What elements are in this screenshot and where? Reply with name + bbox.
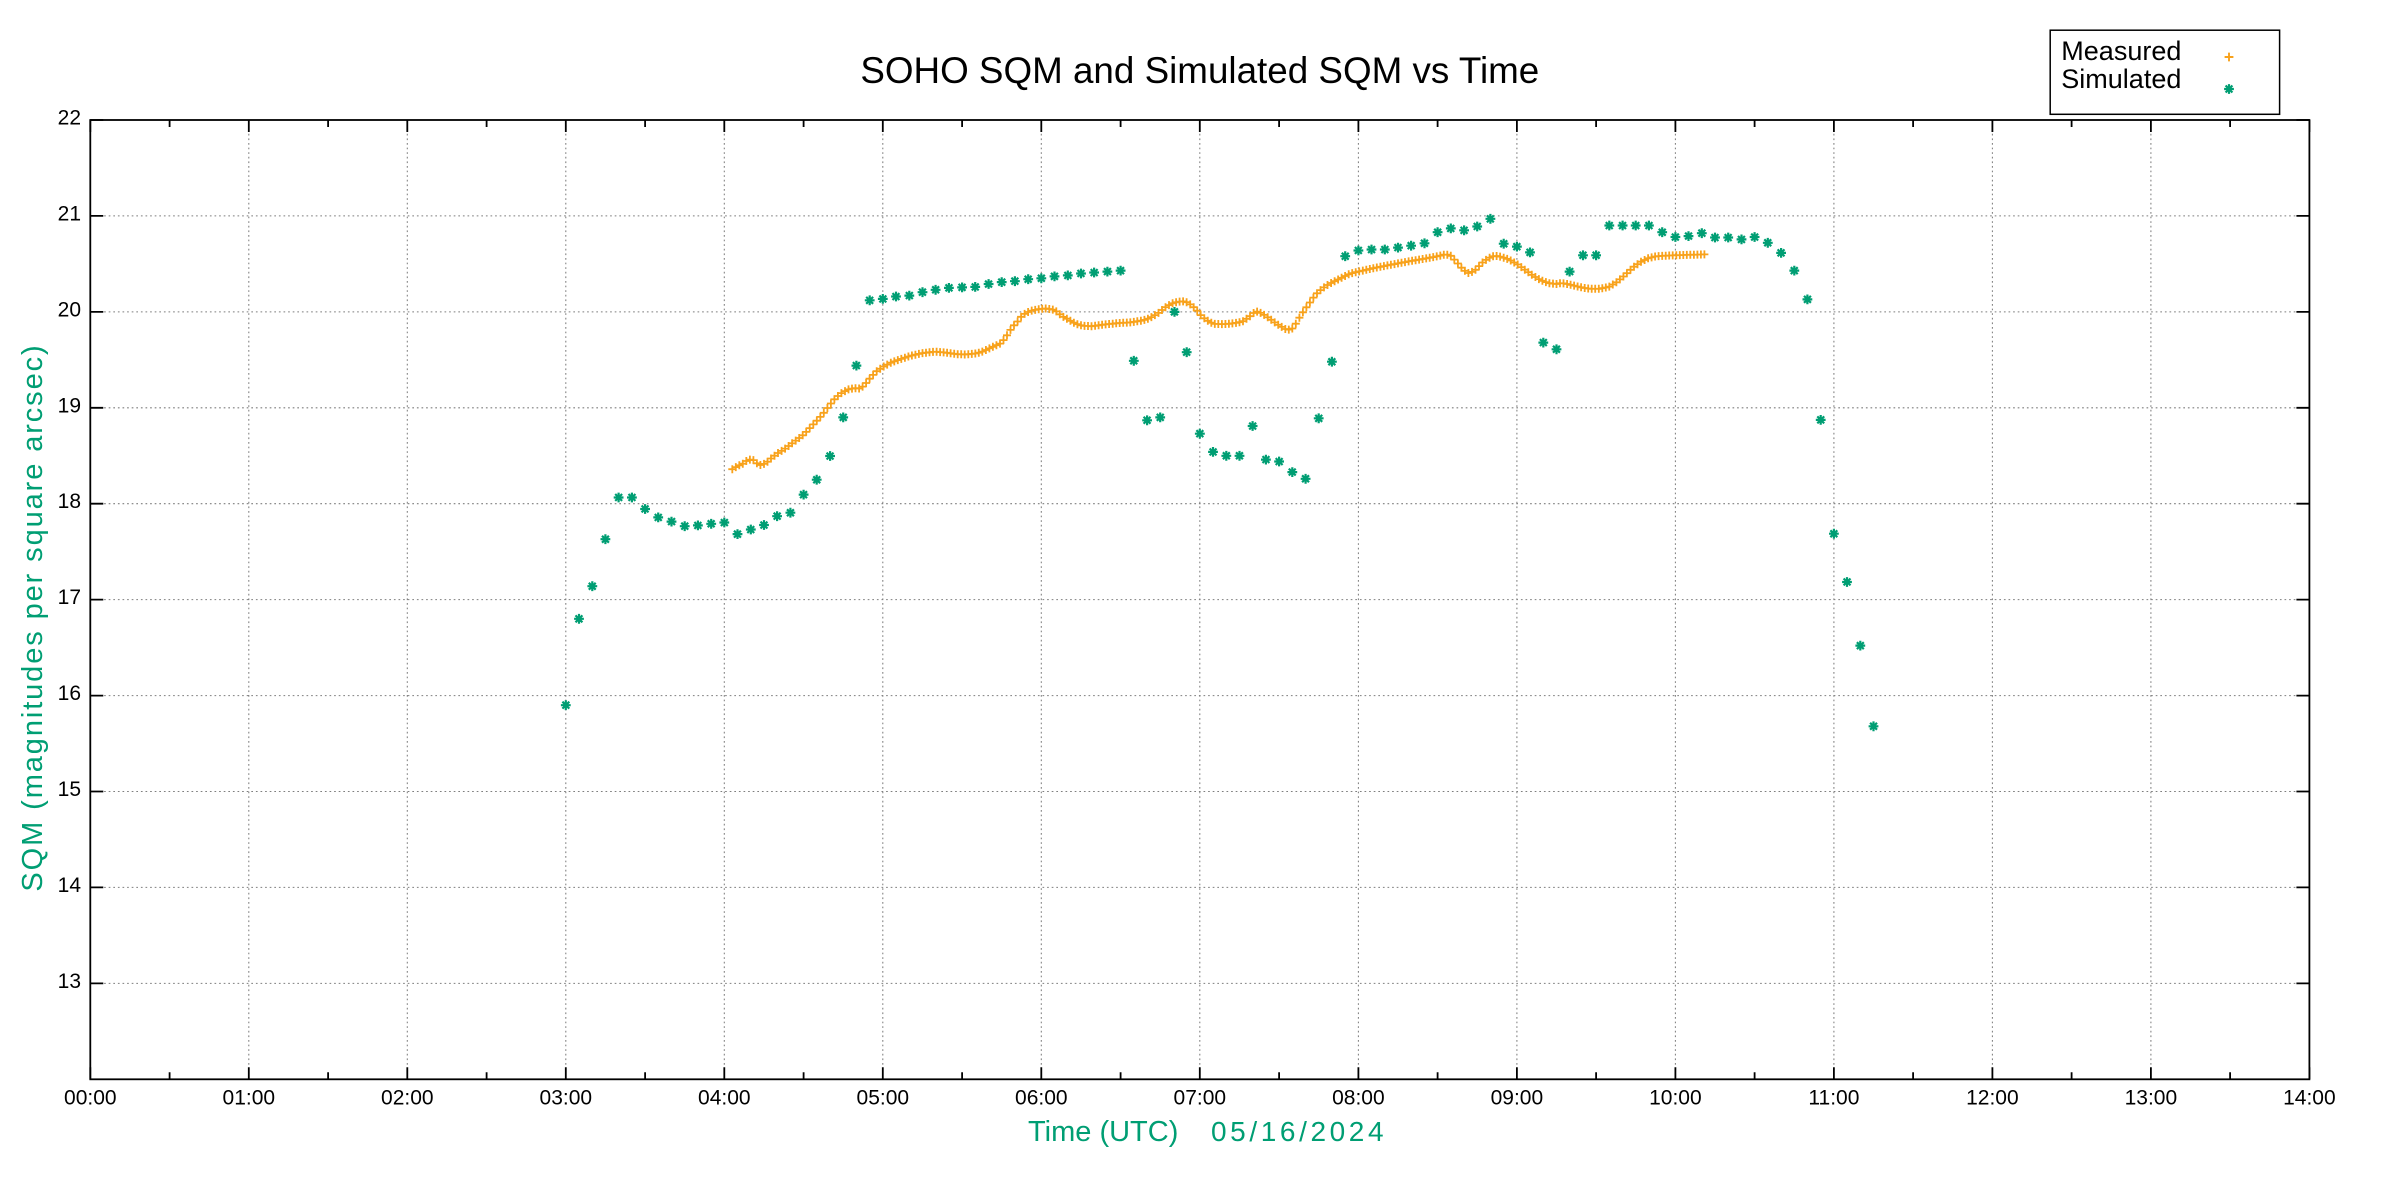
svg-text:19: 19 <box>58 394 81 417</box>
svg-text:03:00: 03:00 <box>540 1087 593 1110</box>
svg-text:15: 15 <box>58 778 81 801</box>
svg-text:SOHO SQM and Simulated SQM vs: SOHO SQM and Simulated SQM vs Time <box>860 50 1539 91</box>
svg-text:09:00: 09:00 <box>1491 1087 1544 1110</box>
svg-text:22: 22 <box>58 107 81 130</box>
svg-text:00:00: 00:00 <box>64 1087 117 1110</box>
svg-text:02:00: 02:00 <box>381 1087 434 1110</box>
svg-text:12:00: 12:00 <box>1966 1087 2019 1110</box>
svg-text:13: 13 <box>58 970 81 993</box>
svg-text:07:00: 07:00 <box>1174 1087 1227 1110</box>
svg-text:13:00: 13:00 <box>2125 1087 2178 1110</box>
svg-text:SQM (magnitudes per square arc: SQM (magnitudes per square arcsec) <box>17 343 49 891</box>
svg-text:14: 14 <box>58 874 82 897</box>
svg-text:Time (UTC): Time (UTC) <box>1028 1116 1178 1148</box>
svg-text:Measured: Measured <box>2061 36 2181 66</box>
svg-text:17: 17 <box>58 586 81 609</box>
svg-text:21: 21 <box>58 202 81 225</box>
svg-text:18: 18 <box>58 490 81 513</box>
svg-text:16: 16 <box>58 682 81 705</box>
svg-text:01:00: 01:00 <box>223 1087 276 1110</box>
svg-text:14:00: 14:00 <box>2283 1087 2336 1110</box>
svg-text:20: 20 <box>58 298 81 321</box>
svg-text:06:00: 06:00 <box>1015 1087 1068 1110</box>
svg-text:Simulated: Simulated <box>2061 64 2181 94</box>
svg-text:08:00: 08:00 <box>1332 1087 1385 1110</box>
svg-text:05/16/2024: 05/16/2024 <box>1211 1116 1387 1147</box>
svg-text:05:00: 05:00 <box>857 1087 910 1110</box>
svg-text:10:00: 10:00 <box>1649 1087 1702 1110</box>
svg-text:04:00: 04:00 <box>698 1087 751 1110</box>
svg-text:11:00: 11:00 <box>1808 1087 1859 1110</box>
